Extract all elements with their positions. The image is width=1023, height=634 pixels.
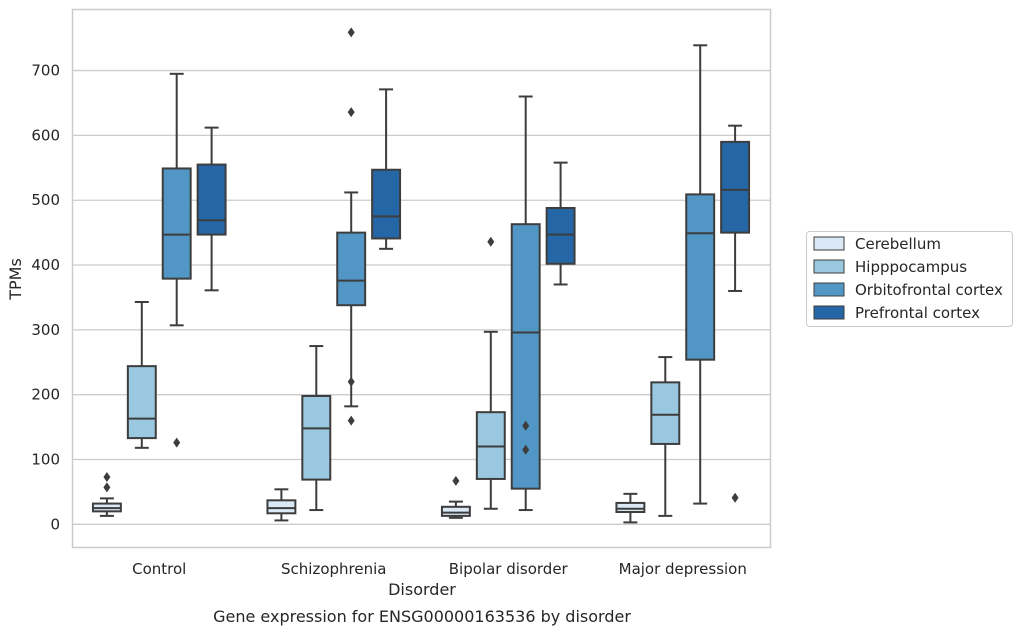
outlier-point <box>347 27 355 38</box>
legend-label: Prefrontal cortex <box>855 304 980 322</box>
y-tick-label: 100 <box>31 450 60 468</box>
box-iqr <box>336 231 367 307</box>
box-iqr <box>301 394 332 481</box>
outlier-point <box>347 415 355 426</box>
box-orbitofrontal-cortex <box>161 72 192 448</box>
legend-label: Hipppocampus <box>855 258 967 276</box>
box-prefrontal-cortex <box>720 124 751 503</box>
box-orbitofrontal-cortex <box>510 95 541 512</box>
outlier-point <box>522 420 530 431</box>
legend-swatch <box>813 259 845 274</box>
x-axis-label: Disorder <box>388 580 456 599</box>
box-iqr <box>161 167 192 280</box>
box-iqr <box>685 193 716 361</box>
y-tick-label: 700 <box>31 62 60 80</box>
outlier-point <box>452 475 460 486</box>
box-hipppocampus <box>650 356 681 517</box>
box-cerebellum <box>266 488 297 522</box>
legend-swatch <box>813 305 845 320</box>
outlier-point <box>103 482 111 493</box>
legend-swatch <box>813 282 845 297</box>
y-axis-label: TPMs <box>6 258 25 301</box>
x-tick-label: Bipolar disorder <box>449 560 569 578</box>
box-cerebellum <box>91 471 122 517</box>
x-tick-label: Major depression <box>619 560 747 578</box>
outlier-point <box>487 236 495 247</box>
chart-title: Gene expression for ENSG00000163536 by d… <box>213 607 631 626</box>
box-iqr <box>196 163 227 236</box>
box-iqr <box>720 140 751 234</box>
box-iqr <box>266 499 297 515</box>
y-tick-label: 600 <box>31 126 60 144</box>
box-hipppocampus <box>126 300 157 449</box>
box-cerebellum <box>440 475 471 519</box>
box-hipppocampus <box>301 345 332 512</box>
box-iqr <box>510 223 541 490</box>
box-iqr <box>545 206 576 265</box>
box-iqr <box>615 501 646 513</box>
box-orbitofrontal-cortex <box>336 27 367 426</box>
box-iqr <box>440 505 471 517</box>
y-tick-label: 0 <box>50 515 60 533</box>
legend-label: Cerebellum <box>855 235 941 253</box>
box-orbitofrontal-cortex <box>685 44 716 505</box>
y-tick-label: 400 <box>31 256 60 274</box>
legend: Cerebellum Hipppocampus Orbitofrontal cort… <box>806 231 1013 327</box>
legend-frame <box>806 231 1013 327</box>
x-tick-labels: Control Schizophrenia Bipolar disorder Majo… <box>132 560 747 578</box>
box-prefrontal-cortex <box>371 88 402 250</box>
outlier-point <box>522 444 530 455</box>
y-tick-label: 200 <box>31 386 60 404</box>
box-cerebellum <box>615 492 646 524</box>
outlier-point <box>173 437 181 448</box>
legend-swatch <box>813 236 845 251</box>
y-tick-label: 500 <box>31 191 60 209</box>
outlier-point <box>347 376 355 387</box>
box-hipppocampus <box>475 236 506 510</box>
outlier-point <box>103 471 111 482</box>
x-tick-label: Control <box>132 560 186 578</box>
x-tick-label: Schizophrenia <box>281 560 386 578</box>
y-tick-labels: 0 100 200 300 400 500 600 700 <box>31 62 60 534</box>
box-prefrontal-cortex <box>196 126 227 292</box>
boxes <box>91 27 751 524</box>
box-prefrontal-cortex <box>545 161 576 286</box>
outlier-point <box>731 492 739 503</box>
legend-label: Orbitofrontal cortex <box>855 281 1003 299</box>
box-iqr <box>650 381 681 445</box>
box-iqr <box>371 168 402 240</box>
box-iqr <box>126 365 157 440</box>
outlier-point <box>347 107 355 118</box>
plot-area-frame <box>71 8 772 549</box>
y-tick-label: 300 <box>31 321 60 339</box>
